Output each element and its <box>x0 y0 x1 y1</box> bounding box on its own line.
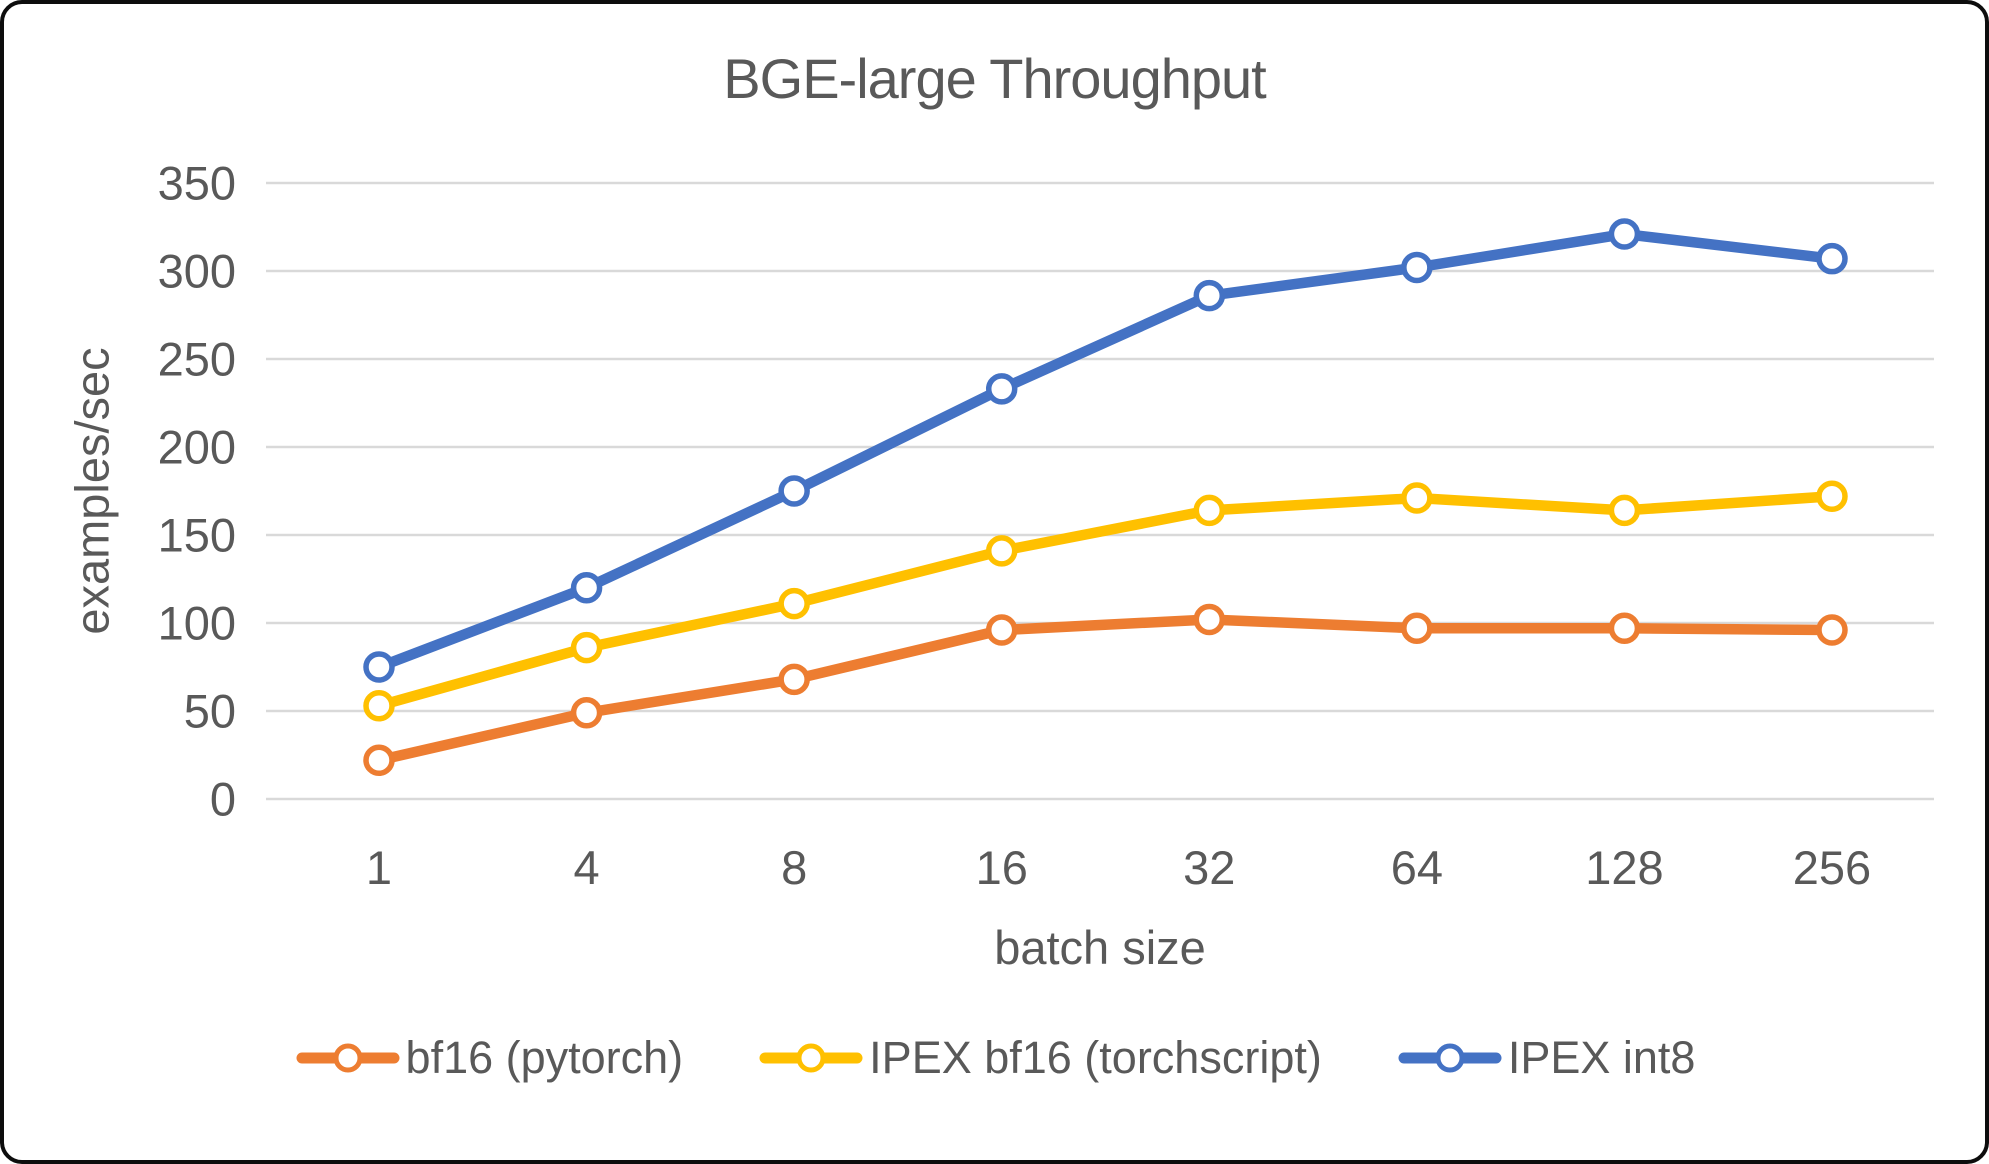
y-tick-label: 150 <box>157 508 236 562</box>
legend: bf16 (pytorch) IPEX bf16 (torchscript) IPE… <box>4 1032 1985 1084</box>
x-tick-label: 1 <box>365 841 393 894</box>
legend-label: IPEX int8 <box>1507 1032 1696 1083</box>
data-point <box>1608 494 1641 527</box>
data-point <box>1401 612 1433 645</box>
series-line-ipex-bf16-torchscript- <box>373 491 1838 711</box>
y-axis-title: examples/sec <box>65 347 119 635</box>
data-point <box>1401 251 1433 284</box>
data-point <box>1816 480 1848 513</box>
data-point <box>1816 614 1848 646</box>
data-point <box>363 689 395 722</box>
x-tick-label: 8 <box>781 841 808 894</box>
data-point <box>363 744 395 777</box>
legend-label: bf16 (pytorch) <box>405 1032 684 1083</box>
data-point <box>1608 218 1641 250</box>
legend-marker-icon <box>1398 1043 1502 1073</box>
y-tick-label: 200 <box>157 420 236 474</box>
data-point <box>778 663 810 696</box>
data-point <box>1608 612 1641 645</box>
data-point <box>1193 603 1226 636</box>
data-point <box>570 697 603 729</box>
data-point <box>1193 279 1226 312</box>
legend-item: IPEX int8 <box>1396 1032 1696 1084</box>
y-tick-label: 350 <box>157 156 236 210</box>
x-axis-title: batch size <box>994 921 1206 974</box>
data-point <box>1816 242 1848 275</box>
data-point <box>1401 482 1433 514</box>
x-tick-label: 4 <box>573 841 600 894</box>
plot-area <box>266 181 1934 801</box>
series-line-bf16-pytorch- <box>373 614 1838 766</box>
data-point <box>985 535 1018 567</box>
data-point <box>570 572 603 604</box>
data-point <box>1193 494 1226 527</box>
legend-label: IPEX bf16 (torchscript) <box>869 1032 1322 1083</box>
x-tick-label: 32 <box>1183 841 1236 894</box>
legend-item: IPEX bf16 (torchscript) <box>757 1032 1322 1084</box>
x-tick-label: 256 <box>1792 841 1872 894</box>
x-tick-label: 128 <box>1585 841 1664 894</box>
y-tick-label: 100 <box>157 596 236 650</box>
y-tick-label: 250 <box>157 332 236 386</box>
legend-item: bf16 (pytorch) <box>294 1032 684 1084</box>
data-point <box>570 631 603 664</box>
series-line-ipex-int8 <box>373 228 1838 673</box>
data-point <box>778 587 810 620</box>
chart-title: BGE-large Throughput <box>723 47 1266 110</box>
data-point <box>363 651 395 683</box>
legend-marker-icon <box>759 1043 863 1073</box>
data-point <box>985 614 1018 646</box>
y-tick-label: 50 <box>183 684 236 738</box>
legend-marker-icon <box>296 1043 400 1073</box>
x-tick-label: 64 <box>1390 841 1443 894</box>
data-point <box>985 373 1018 405</box>
x-tick-label: 16 <box>975 841 1028 894</box>
data-point <box>778 475 810 507</box>
y-tick-label: 0 <box>209 772 236 826</box>
y-tick-label: 300 <box>157 244 236 298</box>
